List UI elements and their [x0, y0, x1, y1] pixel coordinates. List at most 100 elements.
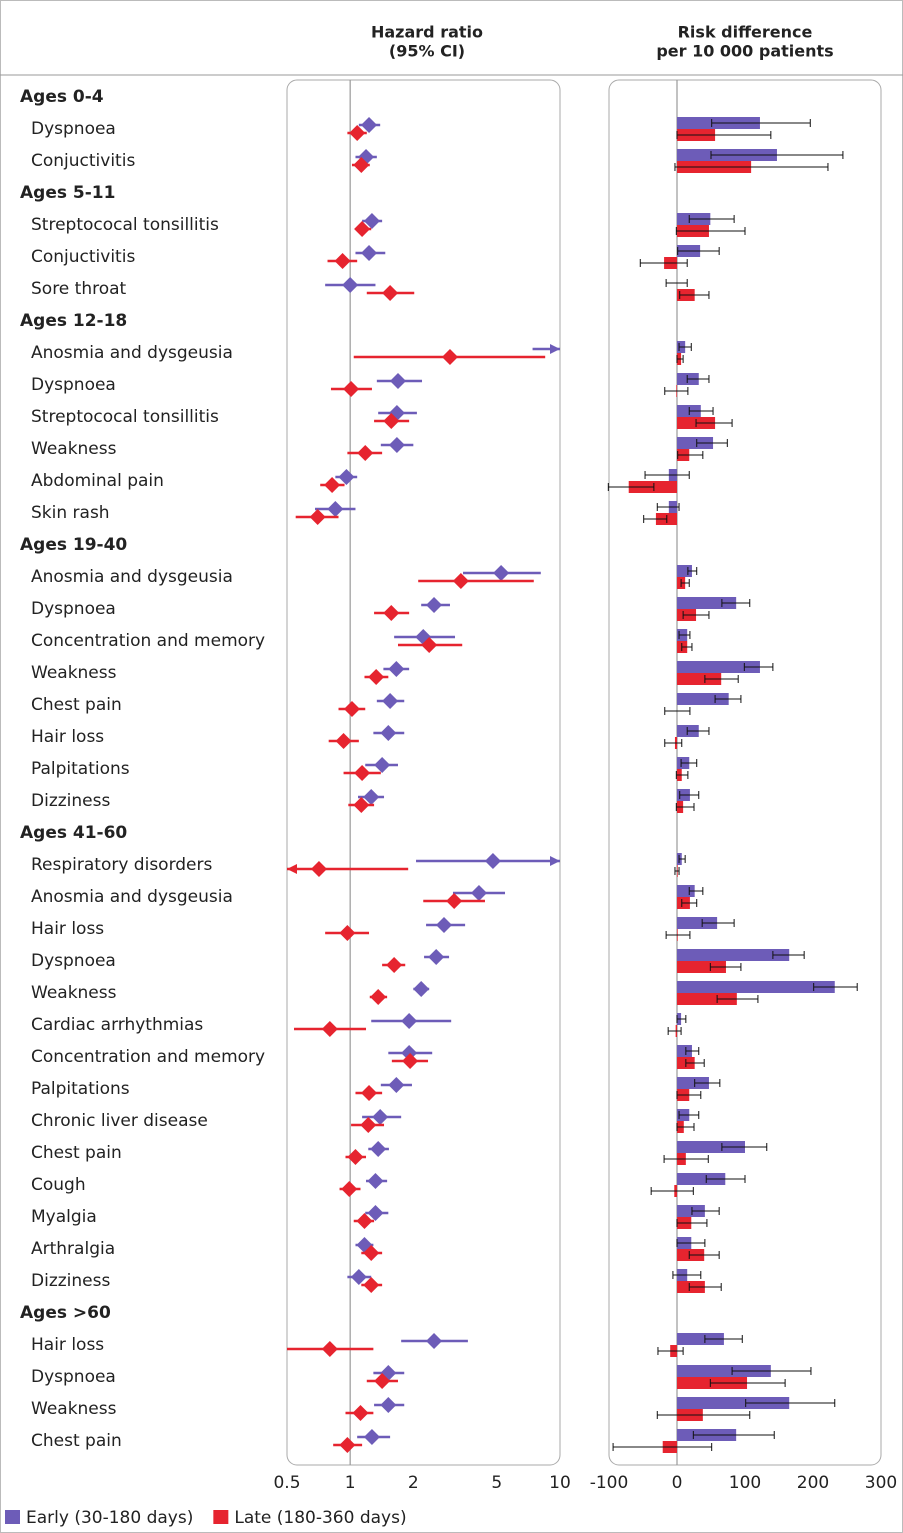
hr-title: (95% CI) [389, 42, 465, 61]
hr-point [421, 637, 438, 653]
x-tick-label: 100 [729, 1473, 761, 1493]
hr-point [363, 1277, 380, 1293]
hr-point [374, 757, 391, 773]
row-label: Chest pain [31, 1143, 122, 1163]
row-label: Streptococal tonsillitis [31, 407, 219, 427]
hr-point [321, 1021, 338, 1037]
x-tick-label: 5 [491, 1473, 502, 1493]
hr-point [338, 469, 355, 485]
row-label: Weakness [31, 1399, 117, 1419]
hr-point [367, 1173, 384, 1189]
group-label: Ages 5-11 [20, 183, 115, 203]
rd-bar [677, 1141, 745, 1153]
rd-bar [677, 993, 737, 1005]
row-label: Dyspnoea [31, 599, 116, 619]
hr-point [380, 1397, 397, 1413]
rd-bar [677, 597, 737, 609]
hr-point [367, 1205, 384, 1221]
hr-point [310, 861, 327, 877]
hr-point [426, 597, 443, 613]
row-label: Dyspnoea [31, 1367, 116, 1387]
hr-point [372, 1109, 389, 1125]
hr-point [339, 925, 356, 941]
hr-point [383, 413, 400, 429]
hr-point [388, 1077, 405, 1093]
rd-bar [677, 1045, 692, 1057]
x-tick-label: -100 [590, 1473, 629, 1493]
x-tick-label: 300 [865, 1473, 897, 1493]
row-label: Skin rash [31, 503, 110, 523]
hr-point [361, 1085, 378, 1101]
row-label: Conjuctivitis [31, 247, 135, 267]
row-label: Abdominal pain [31, 471, 164, 491]
rd-bar [677, 1173, 726, 1185]
hr-point [388, 437, 405, 453]
row-label: Dyspnoea [31, 951, 116, 971]
row-label: Myalgia [31, 1207, 97, 1227]
hr-point [401, 1013, 418, 1029]
rd-bar [677, 1077, 709, 1089]
hr-point [493, 565, 510, 581]
row-label: Concentration and memory [31, 631, 265, 651]
x-tick-label: 200 [797, 1473, 829, 1493]
hr-point [452, 573, 469, 589]
hr-point [402, 1053, 419, 1069]
hr-title: Hazard ratio [371, 23, 483, 42]
hr-point [386, 957, 403, 973]
hr-point [363, 789, 380, 805]
row-label: Streptococal tonsillitis [31, 215, 219, 235]
hr-point [341, 1181, 358, 1197]
row-label: Hair loss [31, 919, 104, 939]
row-label: Respiratory disorders [31, 855, 213, 875]
rd-bar [677, 693, 729, 705]
ci-arrow [550, 344, 560, 354]
hr-point [343, 381, 360, 397]
hr-point [484, 853, 501, 869]
group-label: Ages >60 [20, 1303, 111, 1323]
row-label: Palpitations [31, 1079, 130, 1099]
hr-point [353, 157, 370, 173]
rd-bar [677, 885, 695, 897]
x-tick-label: 0.5 [273, 1473, 300, 1493]
rd-bar [677, 917, 718, 929]
hr-point [357, 445, 374, 461]
hr-point [354, 221, 371, 237]
legend-swatch [5, 1510, 20, 1524]
row-label: Concentration and memory [31, 1047, 265, 1067]
hr-point [349, 125, 366, 141]
row-label: Anosmia and dysgeusia [31, 887, 233, 907]
row-label: Cough [31, 1175, 86, 1195]
hr-point [426, 1333, 443, 1349]
hr-point [327, 501, 344, 517]
row-label: Dyspnoea [31, 375, 116, 395]
hr-point [343, 701, 360, 717]
rd-bar [677, 673, 722, 685]
legend-swatch [213, 1510, 229, 1524]
row-label: Hair loss [31, 1335, 104, 1355]
rd-bar [677, 1365, 771, 1377]
rd-panel [608, 79, 882, 1466]
row-label: Anosmia and dysgeusia [31, 343, 233, 363]
row-label: Chest pain [31, 695, 122, 715]
x-tick-label: 2 [408, 1473, 419, 1493]
group-label: Ages 41-60 [20, 823, 127, 843]
hr-point [361, 117, 378, 133]
hr-point [380, 725, 397, 741]
legend-label: Early (30-180 days) [26, 1508, 193, 1528]
hr-point [363, 1245, 380, 1261]
ci-arrow [550, 856, 560, 866]
hr-point [339, 1437, 356, 1453]
row-label: Weakness [31, 439, 117, 459]
row-label: Palpitations [31, 759, 130, 779]
hr-point [413, 981, 430, 997]
hr-point [389, 373, 406, 389]
ci-arrow [287, 864, 297, 874]
row-label: Conjuctivitis [31, 151, 135, 171]
hr-point [356, 1213, 373, 1229]
hr-point [388, 661, 405, 677]
rd-bar [677, 437, 714, 449]
hr-point [383, 605, 400, 621]
hr-point [363, 1429, 380, 1445]
hr-point [352, 1405, 369, 1421]
row-label: Weakness [31, 983, 117, 1003]
